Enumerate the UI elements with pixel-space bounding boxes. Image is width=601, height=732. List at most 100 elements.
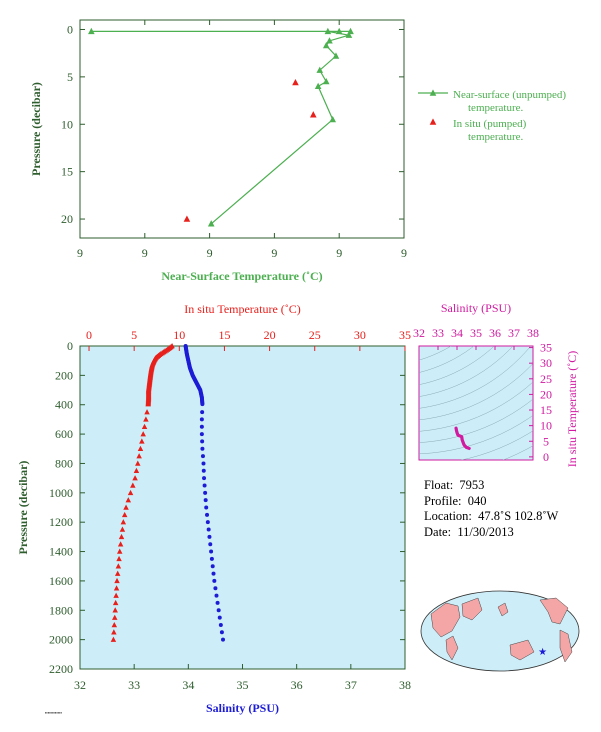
- salinity-tick-label: 36: [291, 678, 303, 692]
- salinity-point: [199, 424, 204, 429]
- near-surface-temperature-point: [322, 41, 330, 49]
- top-y-axis-label: Pressure (decibar): [29, 82, 43, 176]
- top-y-tick-label: 0: [67, 22, 73, 36]
- float-info-block: Float: 7953 Profile: 040 Location: 47.8˚…: [424, 478, 558, 540]
- top-x-tick-label: 9: [401, 246, 407, 260]
- temperature-tick-label: 15: [218, 328, 230, 342]
- salinity-point: [208, 542, 213, 547]
- pressure-tick-label: 2200: [49, 662, 73, 676]
- salinity-tick-label: 37: [345, 678, 357, 692]
- pressure-tick-label: 600: [55, 427, 73, 441]
- legend-label-near-surface-1: Near-surface (unpumped): [453, 89, 566, 101]
- ts-y-axis-label: In situ Temperature (˚C): [565, 351, 579, 468]
- location-value: 47.8˚S 102.8˚W: [478, 509, 559, 523]
- temperature-point: [112, 614, 118, 620]
- date-label: Date:: [424, 524, 452, 539]
- profile-value: 040: [467, 493, 487, 508]
- temperature-point: [144, 409, 150, 415]
- date-info-row: Date: 11/30/2013: [424, 525, 558, 541]
- profile-y-axis-label: Pressure (decibar): [16, 461, 30, 555]
- salinity-tick-label: 38: [399, 678, 411, 692]
- near-surface-temperature-point: [326, 37, 333, 44]
- temperature-point: [125, 497, 132, 503]
- ts-x-tick-label: 37: [508, 326, 520, 340]
- map-land: [509, 639, 535, 661]
- map-land: [497, 602, 509, 617]
- pressure-tick-label: 0: [67, 339, 73, 353]
- location-label: Location:: [424, 509, 472, 523]
- salinity-point: [207, 534, 212, 539]
- temperature-point: [116, 548, 123, 554]
- temperature-point: [136, 453, 142, 459]
- in-situ-temperature-point: [309, 111, 317, 118]
- salinity-tick-label: 33: [128, 678, 140, 692]
- temperature-point: [111, 629, 117, 635]
- ts-y-tick-label: 15: [540, 403, 552, 417]
- salinity-tick-label: 35: [237, 678, 249, 692]
- legend-label-in-situ-1: In situ (pumped): [453, 118, 527, 130]
- temperature-point: [111, 621, 118, 628]
- profile-label: Profile:: [424, 493, 462, 508]
- temperature-point: [132, 475, 138, 481]
- map-land: [461, 597, 483, 621]
- legend-marker-near-surface: [429, 89, 437, 96]
- temperature-point: [117, 541, 124, 547]
- temperature-tick-label: 10: [173, 328, 185, 342]
- near-surface-temperature-point: [335, 27, 343, 35]
- salinity-axis-label: Salinity (PSU): [206, 701, 279, 715]
- float-location-marker: ★: [538, 647, 547, 658]
- in-situ-temperature-point: [292, 78, 299, 86]
- ts-y-tick-label: 10: [540, 419, 552, 433]
- salinity-point: [210, 564, 215, 569]
- top-x-tick-label: 9: [142, 246, 148, 260]
- temperature-tick-label: 30: [354, 328, 366, 342]
- near-surface-temperature-point: [314, 82, 322, 90]
- salinity-point: [201, 468, 206, 473]
- pressure-tick-label: 200: [55, 368, 73, 382]
- temperature-point: [115, 563, 122, 569]
- temperature-point: [137, 445, 144, 452]
- pressure-tick-label: 1800: [49, 603, 73, 617]
- temperature-point: [113, 585, 120, 591]
- salinity-point: [203, 490, 208, 495]
- profile-plot-frame: [79, 345, 406, 670]
- map-land: [539, 597, 569, 625]
- float-value: 7953: [459, 478, 485, 492]
- ts-x-tick-label: 36: [489, 326, 501, 340]
- salinity-point: [218, 622, 223, 627]
- salinity-point: [199, 417, 204, 422]
- temperature-point: [127, 489, 134, 496]
- ts-plot-frame: [418, 345, 534, 461]
- salinity-point: [200, 446, 205, 451]
- pressure-tick-label: 1200: [49, 515, 73, 529]
- pressure-tick-label: 1600: [49, 574, 73, 588]
- temperature-point: [133, 467, 140, 474]
- near-surface-temperature-point: [322, 78, 330, 85]
- temperature-point: [110, 636, 117, 642]
- temperature-tick-label: 0: [86, 328, 92, 342]
- salinity-point: [205, 512, 210, 517]
- temperature-axis-label: In situ Temperature (˚C): [184, 302, 301, 316]
- top-y-tick-label: 20: [61, 212, 73, 226]
- legend-label-near-surface-2: temperature.: [468, 102, 524, 114]
- salinity-point: [200, 439, 205, 444]
- salinity-tick-label: 32: [74, 678, 86, 692]
- ts-y-tick-label: 25: [540, 372, 552, 386]
- salinity-point: [213, 586, 218, 591]
- salinity-point: [209, 556, 214, 561]
- pressure-tick-label: 800: [55, 456, 73, 470]
- salinity-point: [211, 571, 216, 576]
- pressure-tick-label: 1400: [49, 545, 73, 559]
- salinity-tick-label: 34: [182, 678, 194, 692]
- top-x-tick-label: 9: [77, 246, 83, 260]
- location-info-row: Location: 47.8˚S 102.8˚W: [424, 509, 558, 525]
- salinity-point: [201, 461, 206, 466]
- salinity-point: [212, 578, 217, 583]
- pressure-tick-label: 2000: [49, 633, 73, 647]
- map-land: [445, 635, 459, 661]
- temperature-tick-label: 35: [399, 328, 411, 342]
- temperature-point: [113, 592, 119, 598]
- temperature-point: [119, 526, 126, 532]
- temperature-tick-label: 20: [264, 328, 276, 342]
